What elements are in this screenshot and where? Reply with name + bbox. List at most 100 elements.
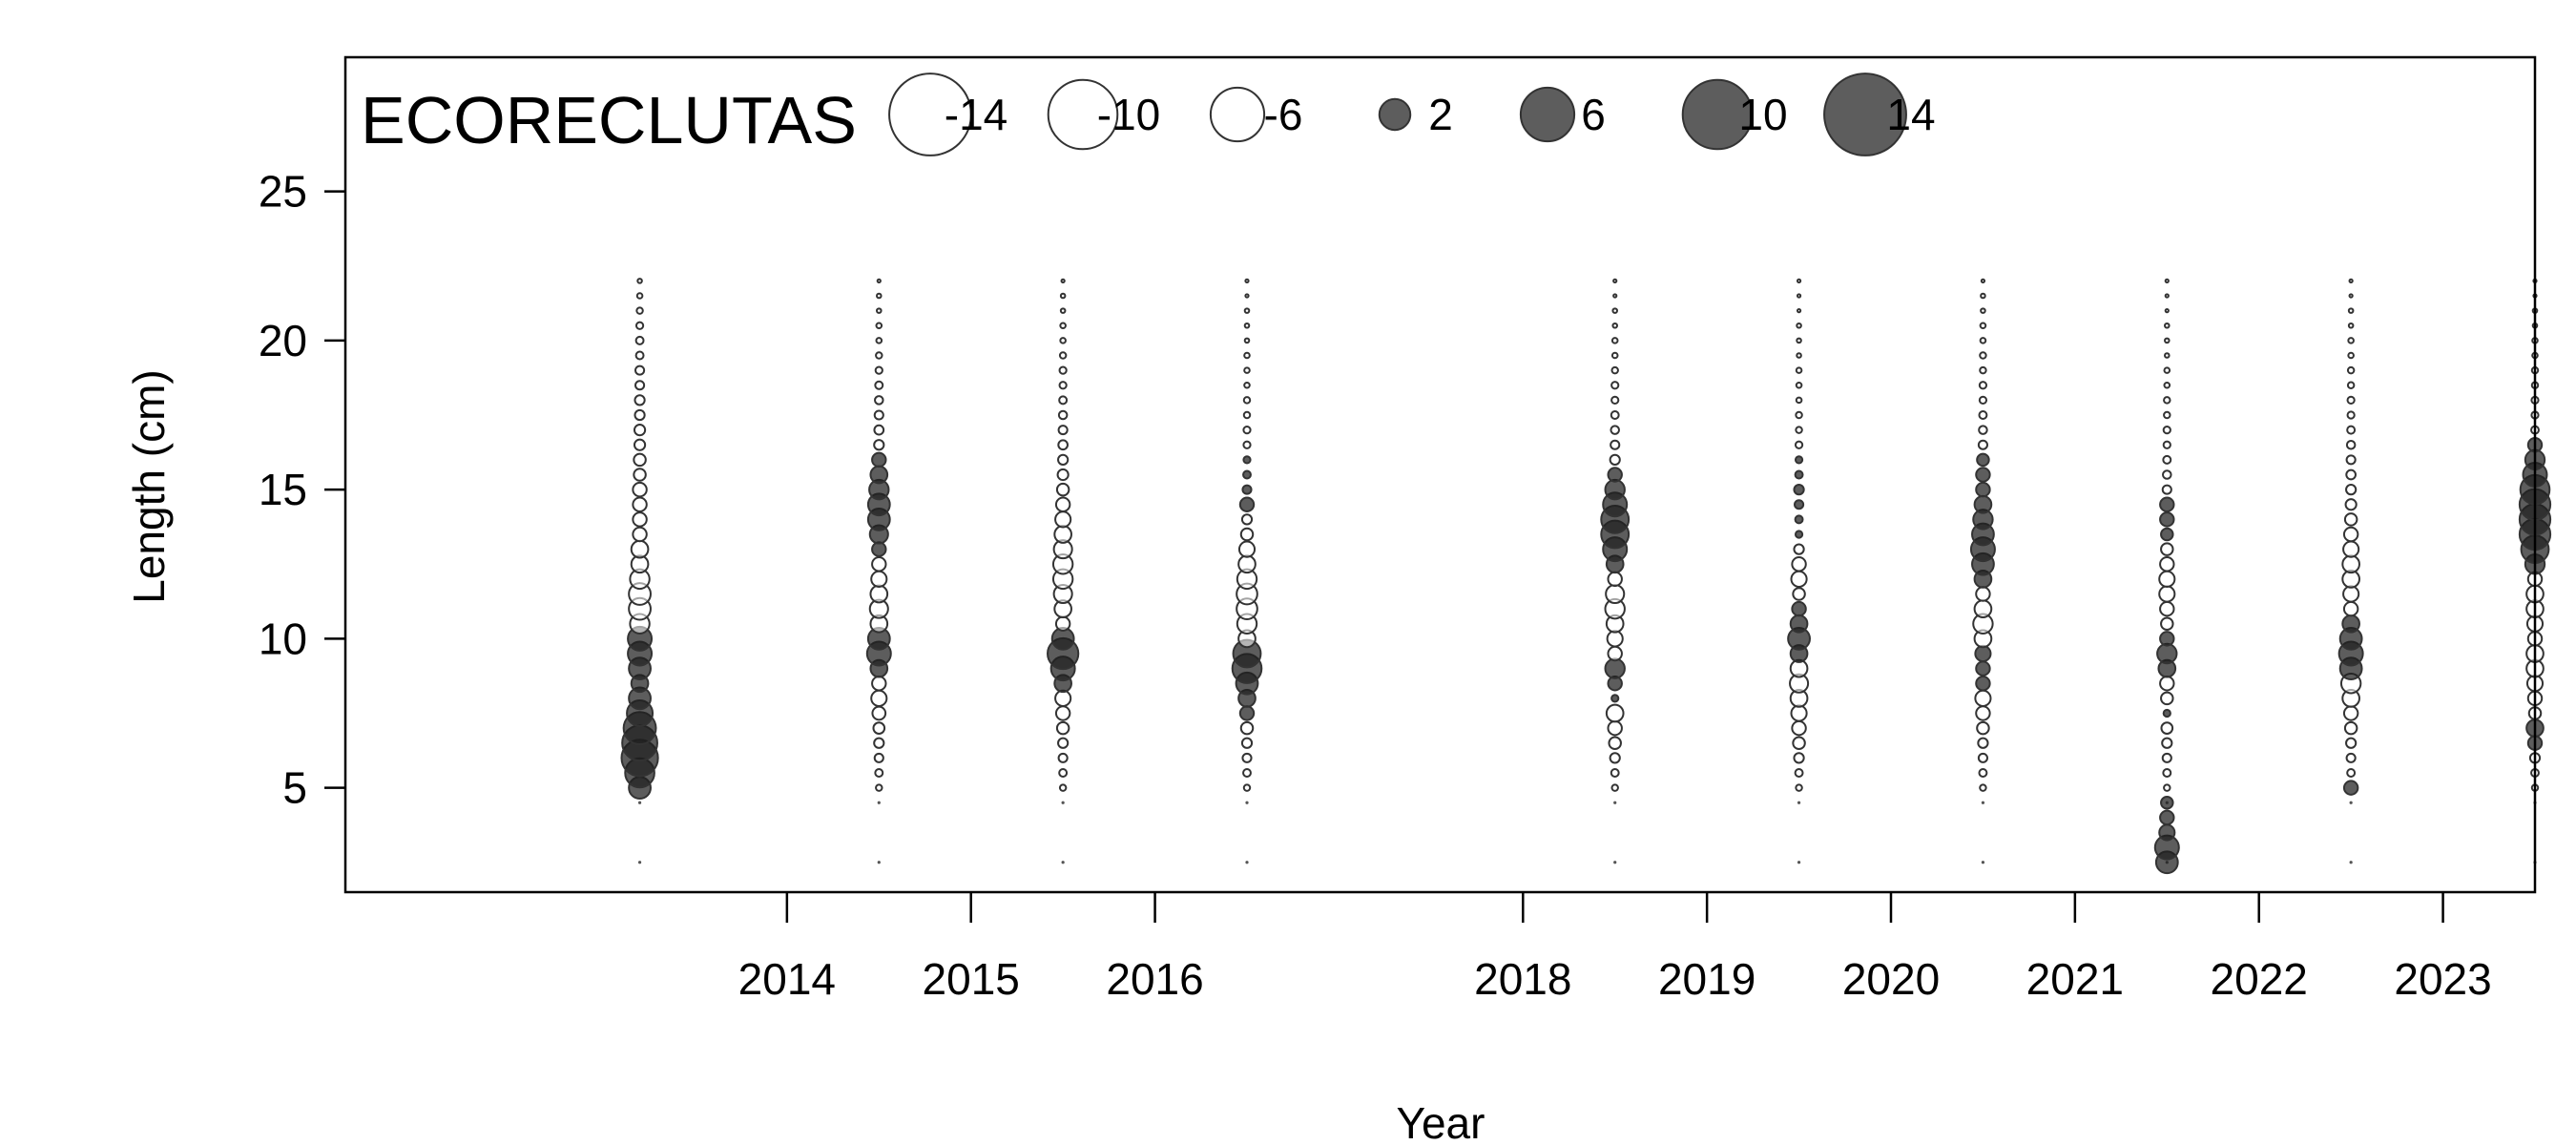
y-axis-title: Length (cm) <box>124 369 174 603</box>
bubble-point <box>1607 645 1623 662</box>
bubble-point <box>1975 676 1991 692</box>
bubble-point <box>1610 351 1619 360</box>
bubble-point <box>1242 396 1252 405</box>
bubble-point <box>2342 526 2359 543</box>
bubble-point <box>1795 396 1803 405</box>
legend-label: -14 <box>945 90 1008 139</box>
bubble-point <box>1605 583 1626 605</box>
bubble-point <box>2161 737 2173 749</box>
bubble-point <box>1237 554 1257 574</box>
bubble-point <box>1240 513 1254 526</box>
bubble-point <box>2346 768 2357 778</box>
bubble-point <box>1975 467 1991 483</box>
bubble-point <box>1607 719 1623 737</box>
bubble-point <box>1794 514 1804 525</box>
bubble-point <box>876 278 882 283</box>
bubble-point <box>1794 455 1804 465</box>
legend-label: 14 <box>1886 90 1935 139</box>
bubble-point <box>1795 381 1803 389</box>
empty-bin-dot <box>1797 801 1801 804</box>
bubble-point <box>634 335 645 345</box>
bubble-point <box>1054 689 1072 707</box>
legend-label: -10 <box>1097 90 1160 139</box>
bubble-point <box>1607 467 1623 483</box>
bubble-point <box>1980 292 1986 300</box>
bubble-point <box>2159 631 2175 647</box>
bubble-point <box>2346 410 2356 420</box>
bubble-point <box>1604 478 1626 501</box>
legend-bubble <box>1823 73 1907 156</box>
y-tick-label: 10 <box>259 614 307 663</box>
bubble-point <box>2159 600 2175 617</box>
x-tick-label: 2019 <box>1658 954 1755 1004</box>
bubble-point <box>1239 527 1255 542</box>
bubble-point <box>875 783 883 792</box>
bubble-point <box>1789 614 1809 634</box>
bubble-point <box>1241 752 1253 763</box>
bubble-point <box>1610 768 1620 778</box>
bubble-point <box>1973 599 1993 618</box>
bubble-point <box>1794 499 1805 510</box>
bubble-point <box>1793 484 1805 496</box>
legend-bubble <box>1519 86 1576 143</box>
bubble-point <box>2347 351 2355 360</box>
bubble-point <box>634 394 646 406</box>
bubble-point <box>1978 410 1988 420</box>
bubble-point <box>1060 278 1066 283</box>
bubble-point <box>1610 337 1619 344</box>
bubble-point <box>1057 737 1070 749</box>
bubble-point <box>1054 510 1072 529</box>
bubble-point <box>1058 783 1068 792</box>
bubble-point <box>873 409 884 421</box>
bubble-point <box>871 556 887 572</box>
y-axis: 5 10 15 20 25 <box>259 167 345 813</box>
bubble-point <box>1057 453 1070 466</box>
bubble-point <box>2160 542 2174 556</box>
bubble-point <box>1979 322 1987 330</box>
bubble-point <box>2342 540 2360 558</box>
bubble-point <box>2159 676 2175 692</box>
bubble-point <box>1796 337 1802 344</box>
bubble-point <box>1058 351 1068 360</box>
empty-bin-dot <box>1797 861 1801 864</box>
bubble-point <box>1978 395 1988 405</box>
bubble-point <box>2162 454 2172 465</box>
bubble-point <box>1057 425 1069 436</box>
legend: -14 -10 -6 2 6 10 14 <box>888 73 1936 156</box>
bubble-point <box>1242 455 1252 465</box>
y-tick-label: 15 <box>259 465 307 514</box>
bubble-point <box>2156 642 2178 665</box>
bubble-point <box>1612 293 1618 299</box>
bubble-point <box>2159 809 2175 826</box>
bubble-point <box>1055 720 1070 736</box>
bubble-point <box>1242 426 1252 435</box>
bubble-point <box>871 541 887 557</box>
bubble-point <box>876 292 883 300</box>
bubble-point <box>1059 337 1067 344</box>
bubble-point <box>2342 600 2359 617</box>
bubble-point <box>1243 337 1251 344</box>
empty-bin-dot <box>637 861 642 864</box>
bubble-point <box>2163 783 2171 792</box>
bubble-point <box>633 424 647 437</box>
bubble-point <box>1977 439 1988 450</box>
bubble-point <box>1795 426 1803 434</box>
empty-bin-dot <box>1061 801 1065 804</box>
bubble-point <box>2163 410 2171 420</box>
bubble-point <box>632 526 648 543</box>
bubble-point <box>1054 615 1071 632</box>
x-tick-label: 2014 <box>738 954 836 1004</box>
bubble-point <box>872 721 886 735</box>
bubble-point <box>870 689 888 707</box>
bubble-point <box>1977 737 1989 749</box>
bubble-point <box>1611 322 1618 329</box>
bubble-point <box>2342 585 2360 603</box>
bubble-point <box>1974 689 1992 707</box>
x-axis-title: Year <box>1397 1098 1485 1145</box>
bubble-point <box>1796 352 1802 359</box>
bubble-point <box>871 451 887 468</box>
bubble-point <box>1978 768 1988 778</box>
bubble-point <box>1979 365 1987 375</box>
bubble-point <box>1058 381 1068 390</box>
